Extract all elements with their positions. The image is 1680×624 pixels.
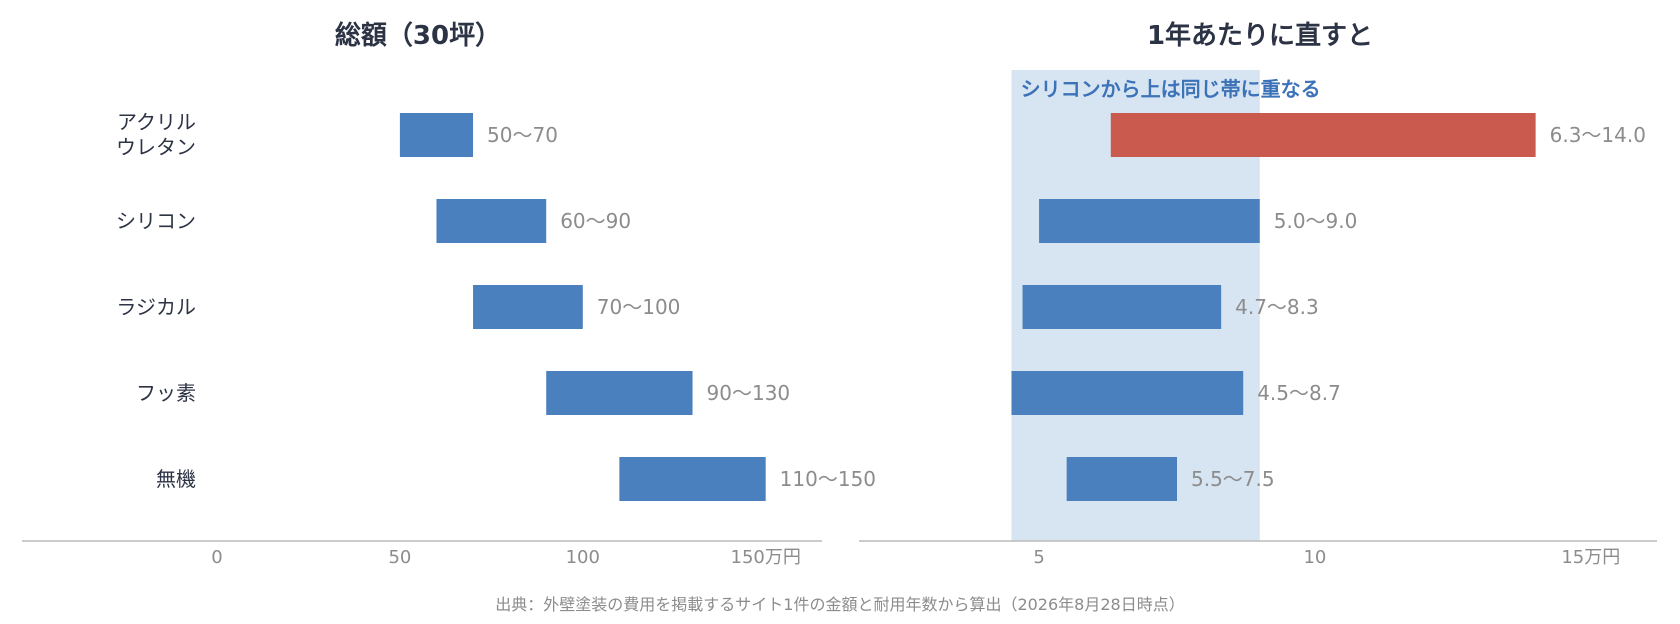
bar-value-label: 4.7〜8.3	[1235, 295, 1319, 319]
range-bar	[546, 371, 693, 415]
x-tick-label: 100	[566, 547, 600, 568]
x-tick-label: 15万円	[1561, 547, 1620, 568]
range-bar	[436, 199, 547, 243]
x-tick-label: 10	[1303, 547, 1326, 568]
category-label-line1: アクリル	[117, 110, 196, 134]
panel-title-total: 総額（30坪）	[335, 20, 501, 51]
category-label: シリコン	[116, 209, 196, 233]
range-bar	[1011, 371, 1244, 415]
bar-value-label: 50〜70	[487, 123, 558, 147]
bar-value-label: 90〜130	[707, 381, 791, 405]
category-label-line2: ウレタン	[116, 135, 196, 159]
bar-value-label: 70〜100	[597, 295, 681, 319]
range-bar	[619, 457, 766, 501]
bar-value-label: 60〜90	[560, 209, 631, 233]
highlight-bar	[1110, 113, 1536, 157]
range-bar	[1022, 285, 1222, 329]
x-tick-label: 150万円	[731, 547, 801, 568]
range-bar	[1066, 457, 1177, 501]
bar-value-label: 5.0〜9.0	[1274, 209, 1358, 233]
x-tick-label: 0	[211, 547, 222, 568]
category-label: 無機	[156, 467, 196, 491]
range-bar	[399, 113, 474, 157]
bar-value-label: 5.5〜7.5	[1191, 467, 1275, 491]
category-label: フッ素	[136, 381, 196, 405]
source-note: 出典：外壁塗装の費用を掲載するサイト1件の金額と耐用年数から算出（2026年8月…	[495, 595, 1184, 614]
category-label: ラジカル	[116, 295, 196, 319]
panel-title-annual: 1年あたりに直すと	[1147, 20, 1373, 51]
bar-value-label: 4.5〜8.7	[1257, 381, 1341, 405]
bar-value-label: 110〜150	[780, 467, 876, 491]
x-tick-label: 50	[388, 547, 411, 568]
overlap-band-label: シリコンから上は同じ帯に重なる	[1021, 77, 1321, 101]
range-bar	[473, 285, 583, 329]
range-bar	[1039, 199, 1260, 243]
x-tick-label: 5	[1033, 547, 1044, 568]
bar-value-label: 6.3〜14.0	[1550, 123, 1646, 147]
